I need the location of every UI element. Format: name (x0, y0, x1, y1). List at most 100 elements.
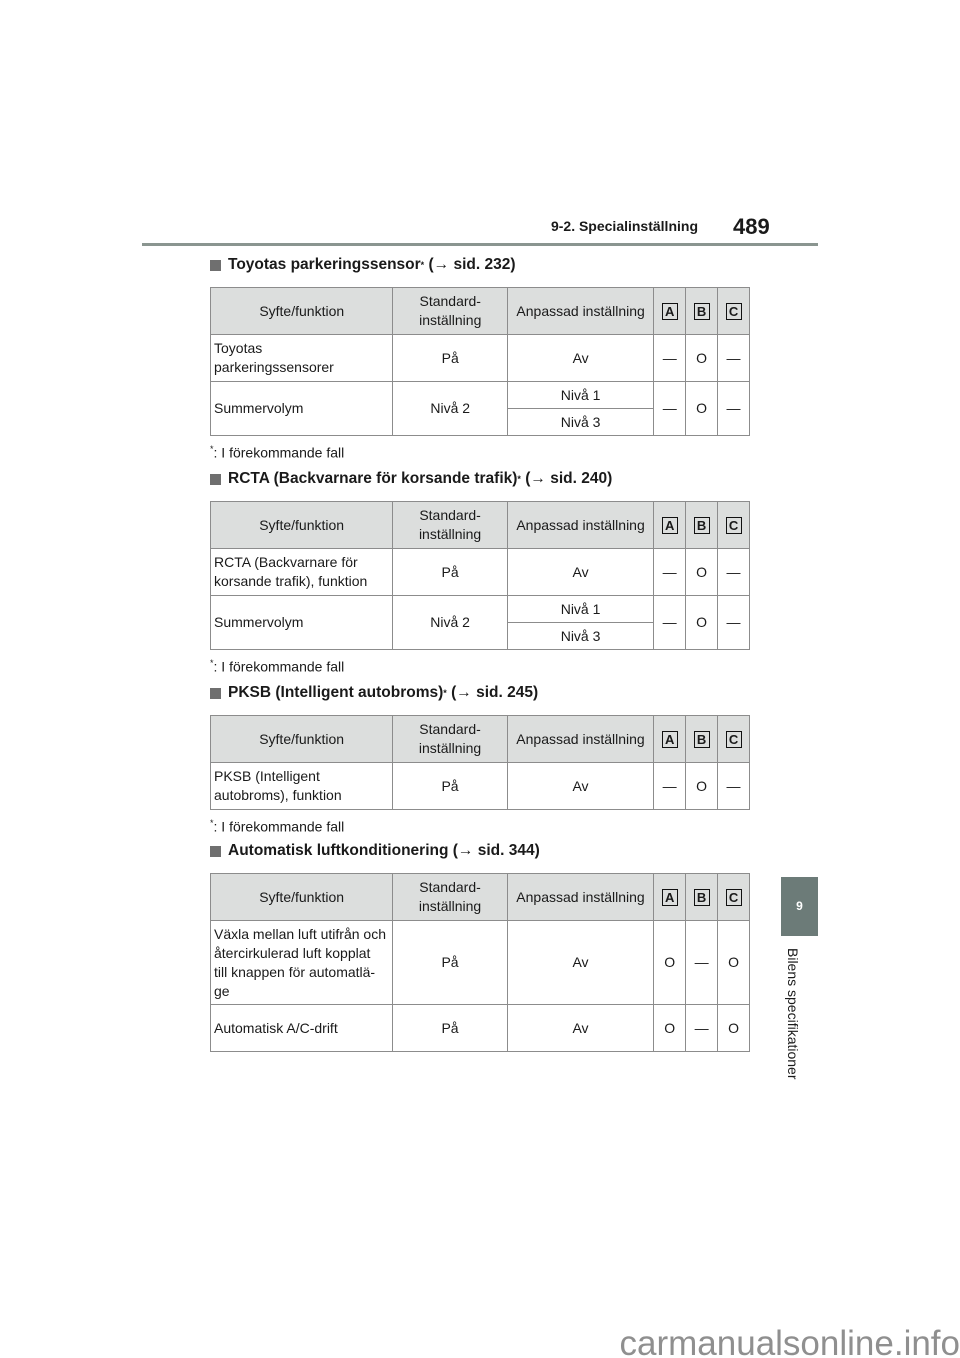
footnote: *: I förekommande fall (210, 444, 750, 461)
c-cell: O (717, 920, 750, 1005)
col-purpose: Syfte/funktion (209, 287, 394, 335)
col-c: C (717, 715, 750, 763)
footnote-text: : I förekommande fall (213, 818, 345, 835)
table-row: Toyotas parkeringssensorer På Av — O — (209, 334, 750, 382)
a-cell-text: O (664, 1019, 676, 1036)
a-cell: — (653, 595, 687, 650)
b-cell: — (685, 920, 719, 1005)
table-row: Summervolym Nivå 2 Nivå 1 — O — (209, 595, 750, 650)
c-cell-text: O (728, 954, 739, 970)
default-cell-text: Nivå 2 (430, 614, 470, 630)
default-cell-text: På (441, 954, 459, 970)
table-row: Summervolym Nivå 2 Nivå 1 — O — (209, 381, 750, 436)
c-cell: — (717, 595, 750, 650)
table-subrow: Nivå 3 (211, 408, 750, 436)
b-cell-text: — (694, 1019, 709, 1036)
custom-option-cell: Av (506, 334, 655, 382)
col-custom-text: Anpassad inställning (516, 302, 645, 319)
title-text: Toyotas parkeringssensor (228, 256, 421, 273)
purpose-cell-text: Automatisk A/C-drift (214, 1019, 338, 1036)
c-cell-text: O (728, 1019, 739, 1036)
a-cell-text: — (662, 349, 677, 366)
asterisk: * (420, 260, 425, 270)
asterisk: * (517, 474, 521, 484)
col-default: Standard- inställning (392, 501, 508, 549)
settings-section: Toyotas parkeringssensor * (→ sid. 232) S… (209, 255, 750, 461)
col-b: B (685, 873, 719, 921)
b-cell-text: O (696, 563, 708, 580)
settings-section: Automatisk luftkonditionering (→ sid. 34… (209, 841, 750, 1052)
page-reference-link[interactable]: (→ sid. 240) (525, 470, 613, 487)
default-cell-text: Nivå 2 (430, 400, 471, 416)
c-cell-text: — (726, 349, 741, 366)
purpose-cell-text: Summervolym (214, 614, 304, 630)
col-a: A (653, 287, 687, 335)
footnote: *: I förekommande fall (210, 658, 750, 675)
page-number: 489 (733, 214, 770, 239)
section-title: Automatisk luftkonditionering (→ sid. 34… (210, 841, 750, 861)
table-header-row: Syfte/funktion Standard- inställning Anp… (209, 501, 750, 549)
page-reference-link[interactable]: (→ sid. 344) (452, 842, 540, 859)
section-title: Toyotas parkeringssensor * (→ sid. 232) (210, 255, 750, 275)
purpose-cell-text: PKSB (Intelligent autobroms), funktion (214, 768, 342, 803)
col-default: Standard- inställning (392, 287, 508, 335)
custom-option-cell: Nivå 3 (506, 622, 655, 650)
default-cell-text: På (441, 777, 459, 794)
c-cell: — (717, 548, 750, 596)
custom-option-cell: Av (506, 762, 655, 810)
col-purpose-text: Syfte/funktion (259, 888, 345, 905)
custom-option-cell-text: Av (572, 777, 589, 794)
a-cell: O (653, 920, 687, 1005)
b-cell: O (685, 762, 719, 810)
a-cell: — (653, 548, 687, 596)
asterisk: * (443, 688, 447, 698)
table-row: Automatisk A/C-drift På Av O — O (209, 1004, 750, 1052)
default-cell: På (392, 548, 508, 596)
footnote-mark: * (210, 818, 214, 828)
a-cell: — (653, 381, 687, 436)
col-default: Standard- inställning (392, 873, 508, 921)
col-purpose-text: Syfte/funktion (259, 516, 345, 533)
col-c: C (717, 873, 750, 921)
b-cell: O (685, 381, 719, 436)
col-b: B (685, 715, 719, 763)
section-header: 9-2. Specialinställning (550, 218, 698, 234)
col-custom-text: Anpassad inställning (516, 888, 645, 905)
purpose-cell: PKSB (Intelligent autobroms), funktion (209, 762, 394, 810)
custom-option-cell-text: Av (572, 349, 589, 366)
a-cell-text: — (662, 400, 677, 416)
custom-option-cell-text: Av (572, 563, 589, 580)
chapter-label: Bilens specifikationer (785, 948, 801, 1080)
col-default-text: Standard- inställning (418, 721, 482, 756)
col-custom-text: Anpassad inställning (516, 730, 645, 747)
purpose-cell: Summervolym (209, 595, 394, 650)
custom-option-cell-text: Av (572, 954, 589, 970)
table-row: PKSB (Intelligent autobroms), funktion På… (209, 762, 750, 810)
c-cell-text: — (726, 777, 741, 794)
purpose-cell-text: RCTA (Backvarnare för korsande trafik), … (214, 554, 368, 589)
col-a-box-icon: A (661, 516, 678, 534)
col-custom: Anpassad inställning (506, 715, 655, 763)
chapter-tab[interactable]: 9 (781, 877, 818, 936)
section-title: RCTA (Backvarnare för korsande trafik) * … (210, 469, 750, 489)
page-reference-link[interactable]: (→ sid. 245) (451, 684, 539, 701)
header-divider (142, 243, 818, 246)
footnote-mark: * (210, 444, 214, 454)
settings-table: Syfte/funktion Standard- inställning Anp… (209, 873, 750, 1052)
a-cell: — (653, 762, 687, 810)
col-custom: Anpassad inställning (506, 501, 655, 549)
default-cell-text: På (441, 563, 459, 580)
table-row: RCTA (Backvarnare för korsande trafik), … (209, 548, 750, 596)
a-cell-text: — (662, 563, 677, 580)
col-b-box-icon: B (693, 516, 710, 534)
a-cell-text: — (662, 777, 677, 794)
section-title: PKSB (Intelligent autobroms) * (→ sid. 24… (210, 683, 750, 703)
table-header-row: Syfte/funktion Standard- inställning Anp… (209, 287, 750, 335)
purpose-cell: Summervolym (209, 381, 394, 436)
default-cell: På (392, 334, 508, 382)
b-cell-text: O (696, 777, 708, 794)
settings-table: Syfte/funktion Standard- inställning Anp… (209, 715, 750, 810)
custom-option-cell-text: Nivå 1 (560, 600, 601, 617)
page-reference-link[interactable]: (→ sid. 232) (428, 256, 516, 273)
